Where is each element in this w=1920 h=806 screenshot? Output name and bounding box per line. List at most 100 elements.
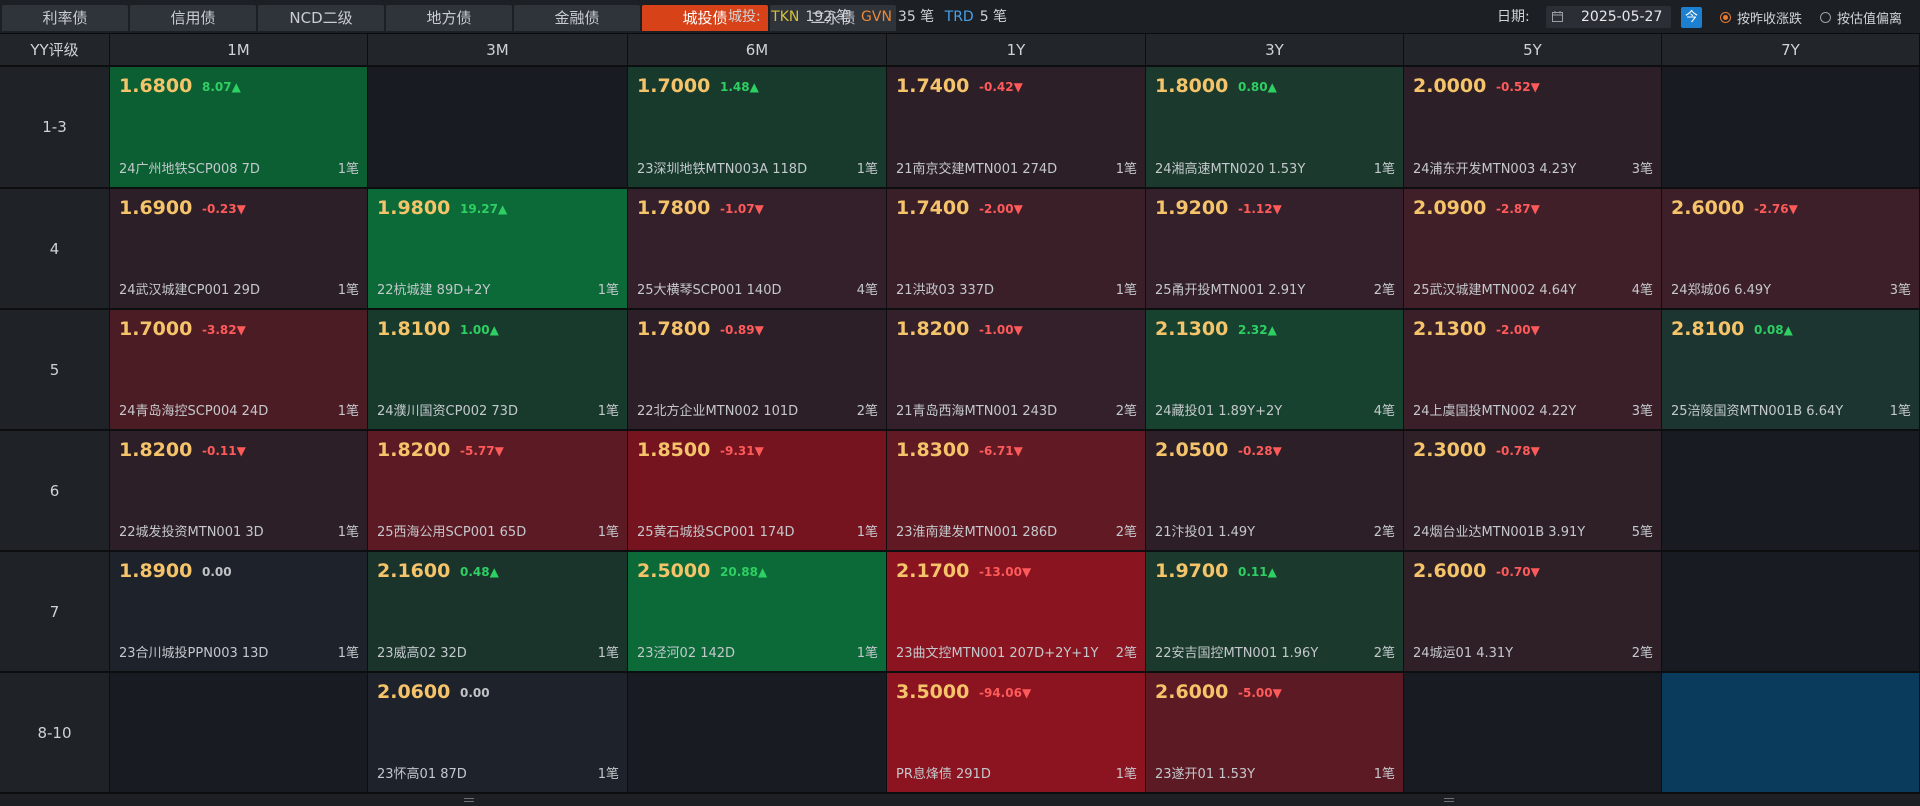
trade-count: 2笔 bbox=[1631, 646, 1653, 661]
quote-cell[interactable]: 1.7800 -1.07▼ 25大横琴SCP001 140D 4笔 bbox=[628, 189, 887, 310]
change-value: 0.11▲ bbox=[1238, 565, 1277, 579]
empty-cell[interactable] bbox=[1404, 673, 1662, 794]
quote-cell[interactable]: 2.3000 -0.78▼ 24烟台业达MTN001B 3.91Y 5笔 bbox=[1404, 431, 1662, 552]
date-value: 2025-05-27 bbox=[1581, 9, 1663, 25]
tab-3[interactable]: 地方债 bbox=[386, 5, 512, 31]
empty-cell[interactable] bbox=[1662, 431, 1920, 552]
tab-0[interactable]: 利率债 bbox=[2, 5, 128, 31]
quote-cell[interactable]: 2.0500 -0.28▼ 21汴投01 1.49Y 2笔 bbox=[1146, 431, 1404, 552]
bond-name: PR息烽债 291D bbox=[896, 767, 991, 782]
quote-cell[interactable]: 2.6000 -5.00▼ 23遂开01 1.53Y 1笔 bbox=[1146, 673, 1404, 794]
empty-cell[interactable] bbox=[368, 67, 628, 189]
quote-cell[interactable]: 3.5000 -94.06▼ PR息烽债 291D 1笔 bbox=[887, 673, 1146, 794]
change-value: -9.31▼ bbox=[720, 444, 764, 458]
quote-cell[interactable]: 1.8900 0.00 23合川城投PPN003 13D 1笔 bbox=[110, 552, 368, 673]
quote-cell[interactable]: 2.0600 0.00 23怀高01 87D 1笔 bbox=[368, 673, 628, 794]
splitter-grip-icon[interactable] bbox=[1444, 797, 1454, 803]
quote-cell[interactable]: 2.8100 0.08▲ 25涪陵国资MTN001B 6.64Y 1笔 bbox=[1662, 310, 1920, 431]
quote-cell[interactable]: 1.8100 1.00▲ 24濮川国资CP002 73D 1笔 bbox=[368, 310, 628, 431]
quote-cell[interactable]: 1.7000 -3.82▼ 24青岛海控SCP004 24D 1笔 bbox=[110, 310, 368, 431]
calendar-icon bbox=[1552, 11, 1563, 22]
quote-cell[interactable]: 1.6800 8.07▲ 24广州地铁SCP008 7D 1笔 bbox=[110, 67, 368, 189]
bond-name: 22城发投资MTN001 3D bbox=[119, 525, 264, 540]
yield-value: 1.7000 bbox=[637, 75, 711, 97]
radio-by-valuation[interactable]: 按估值偏离 bbox=[1820, 0, 1902, 34]
column-header-1M[interactable]: 1M bbox=[110, 34, 368, 67]
quote-cell[interactable]: 1.7800 -0.89▼ 22北方企业MTN002 101D 2笔 bbox=[628, 310, 887, 431]
quote-cell[interactable]: 2.6000 -2.76▼ 24郑城06 6.49Y 3笔 bbox=[1662, 189, 1920, 310]
trade-count: 1笔 bbox=[1889, 404, 1911, 419]
column-header-3M[interactable]: 3M bbox=[368, 34, 628, 67]
change-value: 0.80▲ bbox=[1238, 80, 1277, 94]
trade-count: 1笔 bbox=[337, 162, 359, 177]
yield-value: 2.5000 bbox=[637, 560, 711, 582]
tab-2[interactable]: NCD二级 bbox=[258, 5, 384, 31]
quote-cell[interactable]: 1.8200 -5.77▼ 25西海公用SCP001 65D 1笔 bbox=[368, 431, 628, 552]
radio-indicator bbox=[1720, 11, 1731, 23]
trade-count: 3笔 bbox=[1631, 404, 1653, 419]
tab-5[interactable]: 城投债 bbox=[642, 5, 768, 31]
quote-cell[interactable]: 2.1300 -2.00▼ 24上虞国投MTN002 4.22Y 3笔 bbox=[1404, 310, 1662, 431]
change-value: -13.00▼ bbox=[979, 565, 1032, 579]
column-header-7Y[interactable]: 7Y bbox=[1662, 34, 1920, 67]
splitter-grip-icon[interactable] bbox=[464, 797, 474, 803]
quote-cell[interactable]: 1.8300 -6.71▼ 23淮南建发MTN001 286D 2笔 bbox=[887, 431, 1146, 552]
quote-cell[interactable]: 2.0000 -0.52▼ 24浦东开发MTN003 4.23Y 3笔 bbox=[1404, 67, 1662, 189]
quote-cell[interactable]: 2.1700 -13.00▼ 23曲文控MTN001 207D+2Y+1Y 2笔 bbox=[887, 552, 1146, 673]
quote-cell[interactable]: 1.8000 0.80▲ 24湘高速MTN020 1.53Y 1笔 bbox=[1146, 67, 1404, 189]
quote-cell[interactable]: 1.8200 -1.00▼ 21青岛西海MTN001 243D 2笔 bbox=[887, 310, 1146, 431]
quote-cell[interactable]: 2.1300 2.32▲ 24藏投01 1.89Y+2Y 4笔 bbox=[1146, 310, 1404, 431]
category-tabs: 利率债 信用债 NCD二级 地方债 金融债 城投债 二永债 bbox=[2, 5, 896, 31]
trd-label: TRD bbox=[944, 9, 974, 25]
bond-name: 24上虞国投MTN002 4.22Y bbox=[1413, 404, 1577, 419]
bond-name: 21汴投01 1.49Y bbox=[1155, 525, 1256, 540]
bond-name: 24浦东开发MTN003 4.23Y bbox=[1413, 162, 1577, 177]
empty-cell[interactable] bbox=[1662, 552, 1920, 673]
empty-cell[interactable] bbox=[1662, 673, 1920, 794]
change-value: 0.00 bbox=[202, 565, 232, 579]
quote-cell[interactable]: 2.0900 -2.87▼ 25武汉城建MTN002 4.64Y 4笔 bbox=[1404, 189, 1662, 310]
date-label: 日期: bbox=[1497, 9, 1530, 25]
radio-by-prev-close[interactable]: 按昨收涨跌 bbox=[1720, 0, 1802, 34]
trade-count: 4笔 bbox=[1631, 283, 1653, 298]
column-header-1Y[interactable]: 1Y bbox=[887, 34, 1146, 67]
yield-value: 1.9700 bbox=[1155, 560, 1229, 582]
quote-cell[interactable]: 1.7400 -0.42▼ 21南京交建MTN001 274D 1笔 bbox=[887, 67, 1146, 189]
yield-value: 2.6000 bbox=[1671, 197, 1745, 219]
yield-value: 2.6000 bbox=[1155, 681, 1229, 703]
bond-name: 24青岛海控SCP004 24D bbox=[119, 404, 269, 419]
quote-cell[interactable]: 2.1600 0.48▲ 23威高02 32D 1笔 bbox=[368, 552, 628, 673]
quote-cell[interactable]: 1.9800 19.27▲ 22杭城建 89D+2Y 1笔 bbox=[368, 189, 628, 310]
quote-cell[interactable]: 1.9200 -1.12▼ 25甬开投MTN001 2.91Y 2笔 bbox=[1146, 189, 1404, 310]
quote-cell[interactable]: 2.6000 -0.70▼ 24城运01 4.31Y 2笔 bbox=[1404, 552, 1662, 673]
column-header-3Y[interactable]: 3Y bbox=[1146, 34, 1404, 67]
tab-1[interactable]: 信用债 bbox=[130, 5, 256, 31]
quote-cell[interactable]: 1.6900 -0.23▼ 24武汉城建CP001 29D 1笔 bbox=[110, 189, 368, 310]
column-header-6M[interactable]: 6M bbox=[628, 34, 887, 67]
column-header-5Y[interactable]: 5Y bbox=[1404, 34, 1662, 67]
yield-value: 2.1300 bbox=[1413, 318, 1487, 340]
quote-cell[interactable]: 1.8200 -0.11▼ 22城发投资MTN001 3D 1笔 bbox=[110, 431, 368, 552]
tab-6[interactable]: 二永债 bbox=[770, 5, 896, 31]
date-field[interactable]: 2025-05-27 bbox=[1546, 6, 1671, 28]
quote-cell[interactable]: 1.7400 -2.00▼ 21洪政03 337D 1笔 bbox=[887, 189, 1146, 310]
empty-cell[interactable] bbox=[628, 673, 887, 794]
today-button[interactable]: 今 bbox=[1681, 7, 1702, 28]
bottom-splitter[interactable] bbox=[0, 793, 1920, 806]
rating-tenor-matrix: YY评级 1M 3M 6M 1Y 3Y 5Y 7Y 1-3 1.6800 8.07▲ 24广州地铁SC… bbox=[0, 34, 1920, 794]
quote-cell[interactable]: 1.7000 1.48▲ 23深圳地铁MTN003A 118D 1笔 bbox=[628, 67, 887, 189]
gvn-count: 35 笔 bbox=[897, 9, 935, 25]
quote-cell[interactable]: 2.5000 20.88▲ 23泾河02 142D 1笔 bbox=[628, 552, 887, 673]
trade-count: 1笔 bbox=[337, 404, 359, 419]
tab-4[interactable]: 金融债 bbox=[514, 5, 640, 31]
bond-name: 21南京交建MTN001 274D bbox=[896, 162, 1058, 177]
yield-value: 2.1600 bbox=[377, 560, 451, 582]
quote-cell[interactable]: 1.8500 -9.31▼ 25黄石城投SCP001 174D 1笔 bbox=[628, 431, 887, 552]
empty-cell[interactable] bbox=[110, 673, 368, 794]
quote-cell[interactable]: 1.9700 0.11▲ 22安吉国控MTN001 1.96Y 2笔 bbox=[1146, 552, 1404, 673]
trade-count: 1笔 bbox=[597, 767, 619, 782]
empty-cell[interactable] bbox=[1662, 67, 1920, 189]
grid-corner-header: YY评级 bbox=[0, 34, 110, 67]
change-value: -1.07▼ bbox=[720, 202, 764, 216]
bond-name: 22安吉国控MTN001 1.96Y bbox=[1155, 646, 1319, 661]
